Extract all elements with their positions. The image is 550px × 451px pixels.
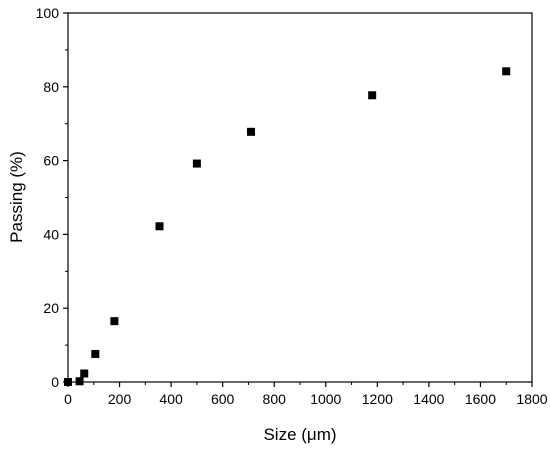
- x-tick-label: 400: [159, 391, 183, 407]
- data-point: [192, 159, 201, 168]
- data-point: [75, 377, 84, 386]
- y-tick-label: 100: [36, 5, 60, 21]
- y-tick-label: 40: [43, 226, 59, 242]
- x-tick-label: 1800: [516, 391, 547, 407]
- data-point: [91, 349, 100, 358]
- y-tick-label: 80: [43, 79, 59, 95]
- x-axis-title: Size (μm): [263, 425, 336, 444]
- data-point: [80, 369, 89, 378]
- data-point: [155, 222, 164, 231]
- plot-frame: [67, 12, 533, 383]
- y-axis: 0 20 40 60 80 100: [36, 5, 68, 390]
- x-tick-label: 1200: [362, 391, 393, 407]
- data-point: [64, 378, 72, 386]
- data-point: [110, 317, 119, 326]
- x-tick-label: 0: [64, 391, 72, 407]
- data-point: [368, 91, 377, 100]
- x-tick-label: 1400: [413, 391, 444, 407]
- data-points: [64, 67, 511, 386]
- y-tick-label: 20: [43, 300, 59, 316]
- x-tick-label: 1600: [465, 391, 496, 407]
- x-tick-label: 800: [263, 391, 287, 407]
- x-axis: 0 200 400 600 800 1000 1200 1400 1600 1800: [64, 382, 548, 407]
- data-point: [502, 67, 511, 76]
- plot-area-border: [67, 12, 533, 383]
- y-tick-label: 0: [51, 374, 59, 390]
- y-tick-label: 60: [43, 153, 59, 169]
- x-tick-label: 600: [211, 391, 235, 407]
- x-tick-label: 200: [108, 391, 132, 407]
- x-tick-label: 1000: [310, 391, 341, 407]
- y-axis-title: Passing (%): [7, 151, 26, 243]
- data-point: [247, 127, 256, 136]
